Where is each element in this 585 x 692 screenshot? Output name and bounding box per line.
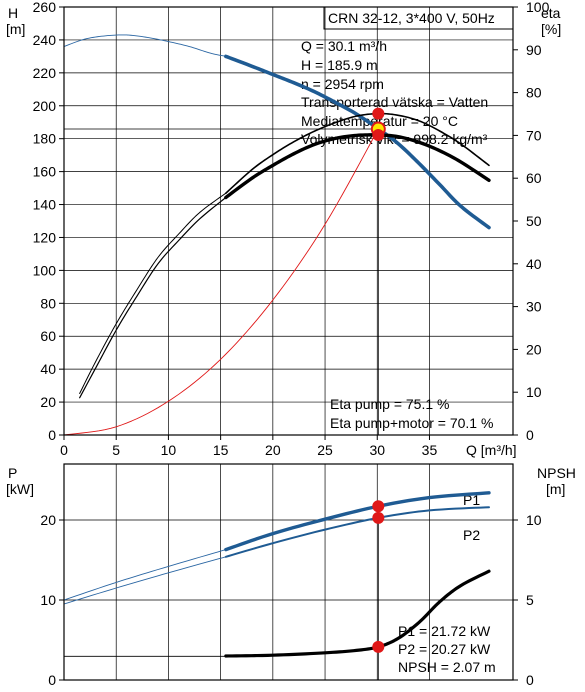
y-left-tick-label: 100: [33, 262, 57, 278]
series-head: [224, 54, 491, 230]
series-p2_thin: [63, 556, 227, 605]
y-left-tick-label: 260: [33, 0, 57, 15]
npsh-tick-label: 5: [526, 592, 534, 608]
y-left-tick-label: 240: [33, 32, 57, 48]
plot-frames: [63, 6, 514, 681]
info-p2: P2 = 20.27 kW: [398, 641, 491, 657]
y-right-axis-title: eta: [541, 5, 561, 21]
p-axis-title: P: [8, 465, 17, 481]
y-left-axis-unit: [m]: [6, 21, 25, 37]
info-flow: Q = 30.1 m³/h: [301, 38, 387, 54]
x-tick-label: 0: [60, 442, 68, 458]
y-right-tick-label: 20: [526, 341, 542, 357]
info-head: H = 185.9 m: [301, 57, 378, 73]
y-right-tick-label: 10: [526, 384, 542, 400]
npsh-axis-unit: [m]: [546, 481, 565, 497]
info-speed: n = 2954 rpm: [301, 76, 384, 92]
x-axis-title: Q [m³/h]: [466, 442, 517, 458]
p-tick-label: 20: [40, 512, 56, 528]
y-left-tick-label: 60: [40, 328, 56, 344]
top-plot-frame: [63, 6, 514, 436]
y-left-tick-label: 140: [33, 197, 57, 213]
duty-point-lower-2: [372, 511, 385, 524]
y-right-tick-label: 70: [526, 127, 542, 143]
series-npsh: [224, 569, 491, 658]
series-p2: [224, 506, 490, 558]
npsh-tick-label: 0: [526, 672, 534, 688]
eta-info-block: Eta pump = 75.1 % Eta pump+motor = 70.1 …: [330, 396, 493, 431]
info-temperature: Mediatemperatur = 20 °C: [301, 113, 458, 129]
duty-point-lower-1: [372, 500, 385, 513]
y-right-tick-label: 0: [526, 427, 534, 443]
series-system: [63, 128, 379, 436]
series-p1_thin: [63, 549, 227, 601]
y-left-tick-label: 220: [33, 65, 57, 81]
info-npsh: NPSH = 2.07 m: [398, 659, 496, 675]
series-eta_total-extension: [79, 196, 227, 399]
series-eta_pump: [225, 112, 490, 194]
npsh-tick-label: 10: [526, 512, 542, 528]
p-tick-label: 0: [48, 672, 56, 688]
npsh-axis-title: NPSH: [537, 465, 576, 481]
chart-title: CRN 32-12, 3*400 V, 50Hz: [328, 10, 495, 26]
y-left-tick-label: 180: [33, 131, 57, 147]
info-p1: P1 = 21.72 kW: [398, 623, 491, 639]
y-right-tick-label: 50: [526, 213, 542, 229]
series-eta_pump-extension: [79, 192, 227, 394]
y-left-tick-label: 200: [33, 98, 57, 114]
power-info-block: P1 = 21.72 kW P2 = 20.27 kW NPSH = 2.07 …: [398, 623, 496, 675]
tick-labels: 0 5 10 15 20 25 30 3502040608010012014016018020…: [33, 0, 550, 688]
info-liquid: Transporterad vätska = Vatten: [301, 94, 488, 110]
y-left-tick-label: 80: [40, 295, 56, 311]
y-right-tick-label: 30: [526, 299, 542, 315]
y-right-tick-label: 40: [526, 256, 542, 272]
duty-point-lower-3: [372, 640, 385, 653]
y-right-tick-label: 90: [526, 42, 542, 58]
series-p1: [224, 491, 491, 552]
y-right-tick-label: 80: [526, 85, 542, 101]
y-left-tick-label: 160: [33, 164, 57, 180]
info-block: Q = 30.1 m³/h H = 185.9 m n = 2954 rpm T…: [301, 38, 488, 147]
y-left-tick-label: 0: [48, 427, 56, 443]
duty-point-eta-pump: [372, 107, 385, 120]
y-right-axis-unit: [%]: [541, 21, 561, 37]
legend-p2: P2: [463, 527, 480, 543]
y-left-tick-label: 40: [40, 361, 56, 377]
p-tick-label: 10: [40, 592, 56, 608]
x-tick-label: 5: [112, 442, 120, 458]
p-axis-unit: [kW]: [6, 481, 34, 497]
series-head_thin: [63, 34, 227, 57]
info-eta-total: Eta pump+motor = 70.1 %: [330, 415, 493, 431]
x-tick-label: 10: [161, 442, 177, 458]
y-left-tick-label: 20: [40, 394, 56, 410]
x-tick-label: 25: [317, 442, 333, 458]
duty-point-eta-total: [372, 128, 385, 141]
x-tick-label: 20: [265, 442, 281, 458]
data-series: [63, 34, 491, 680]
bottom-plot-frame: [63, 463, 514, 681]
y-left-axis-title: H: [8, 5, 18, 21]
y-left-tick-label: 120: [33, 229, 57, 245]
y-right-tick-label: 60: [526, 170, 542, 186]
info-eta-pump: Eta pump = 75.1 %: [330, 396, 449, 412]
x-tick-label: 35: [422, 442, 438, 458]
series-eta_total: [224, 133, 491, 200]
y-right-tick-label: 100: [526, 0, 550, 15]
x-tick-label: 30: [369, 442, 385, 458]
duty-points: [370, 107, 386, 653]
x-tick-label: 15: [213, 442, 229, 458]
